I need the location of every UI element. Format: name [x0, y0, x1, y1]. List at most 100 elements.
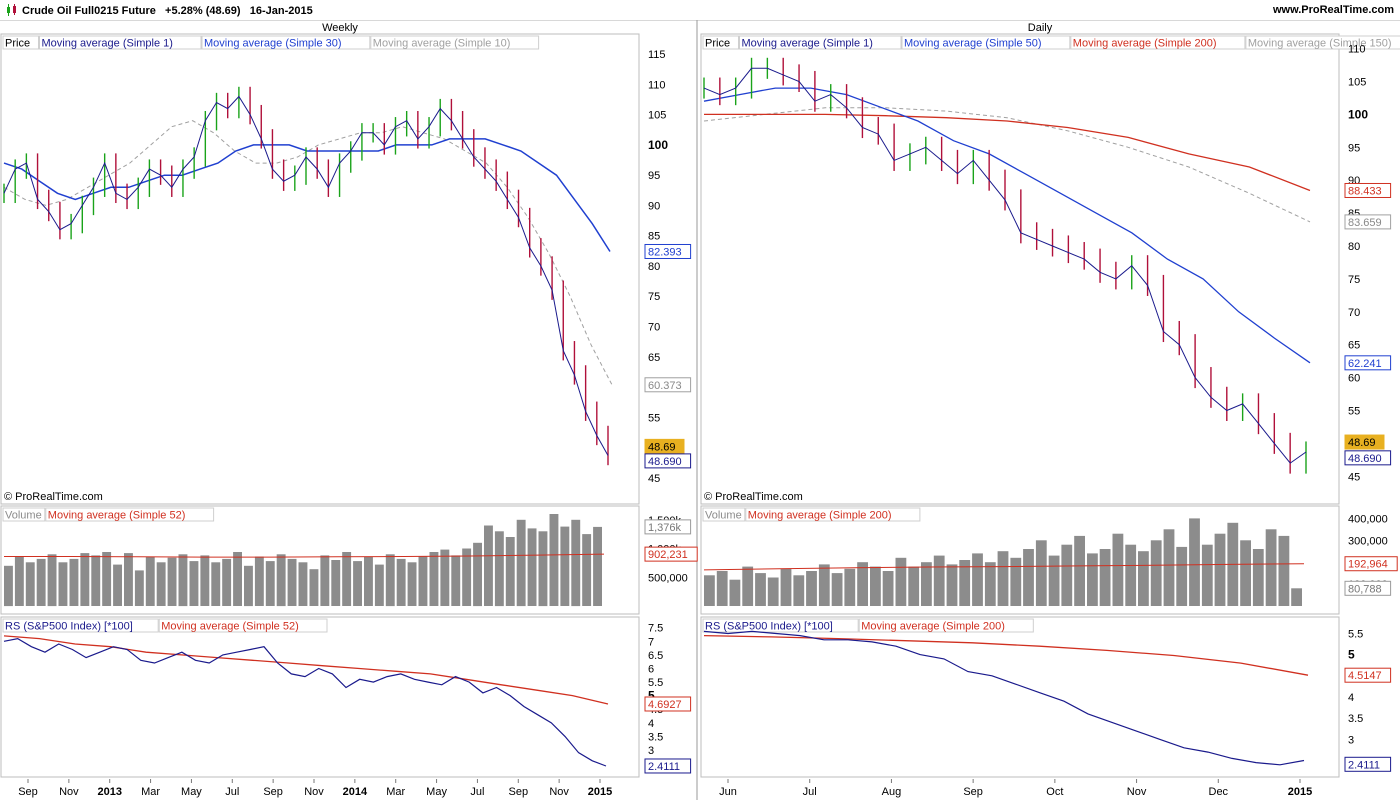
y-tick-label: 45 [1348, 471, 1360, 483]
x-tick-label: Aug [882, 786, 902, 798]
volume-bar [244, 565, 253, 607]
volume-bar [716, 571, 728, 606]
volume-bar [527, 528, 537, 606]
ma1-value-tag: 48.690 [648, 456, 682, 468]
legend-box [2, 507, 46, 522]
volume-bar [870, 566, 881, 606]
volume-bar [1099, 549, 1111, 606]
pane-frame [700, 616, 1340, 778]
volume-bar [1074, 535, 1085, 606]
x-tick-label: Nov [304, 786, 324, 798]
legend-box [1070, 35, 1246, 50]
volume-bar [806, 571, 817, 606]
legend-item: RS (S&P500 Index) [*100] [705, 621, 833, 633]
pane-title-weekly: Weekly [322, 22, 358, 34]
legend-item: Price [705, 38, 730, 50]
pane-frame [0, 505, 640, 615]
volume-bar [364, 556, 373, 606]
volume-bar [25, 562, 35, 606]
y-tick-label: 100 [648, 138, 668, 152]
volume-bar [571, 519, 581, 607]
volume-bar [1214, 533, 1226, 606]
legend-box [39, 35, 202, 50]
legend-box [2, 35, 39, 50]
y-tick-label: 70 [648, 322, 660, 334]
volume-bar [908, 566, 920, 606]
volume-bar [320, 555, 330, 606]
y-tick-label: 400,000 [1348, 513, 1388, 525]
legend-box [1245, 35, 1400, 50]
volume-bar [331, 560, 341, 606]
y-tick-label: 45 [648, 473, 660, 485]
volume-value-tag-box [644, 519, 692, 535]
volume-bar [1176, 546, 1188, 606]
y-tick-label: 90 [648, 200, 660, 212]
x-tick-label: Mar [386, 786, 405, 798]
y-tick-label: 80 [1348, 241, 1360, 253]
legend-box [858, 618, 1034, 633]
price-value-tag-box [644, 438, 685, 454]
y-tick-label: 70 [1348, 307, 1360, 319]
volume-bar [47, 554, 57, 607]
legend-item: Moving average (Simple 52) [48, 510, 186, 522]
y-tick-label: 110 [1348, 44, 1366, 56]
rs-ma-line [3, 635, 609, 705]
volume-bar [80, 553, 90, 606]
x-tick-label: Nov [59, 786, 79, 798]
legend-item: Moving average (Simple 10) [373, 38, 511, 50]
ma150-value-tag-box [1344, 214, 1392, 230]
volume-bar [407, 562, 417, 606]
copyright-daily: © ProRealTime.com [704, 491, 803, 503]
x-tick-label: Mar [141, 786, 160, 798]
x-tick-label: Sep [18, 786, 38, 798]
legend-box [370, 35, 540, 50]
legend-item: Moving average (Simple 200) [748, 510, 892, 522]
volume-bar [102, 552, 112, 606]
volume-bar [451, 555, 461, 606]
y-tick-label: 75 [648, 291, 660, 303]
y-tick-label: 105 [648, 110, 666, 122]
ma30-value-tag-box [644, 243, 692, 259]
legend-box [901, 35, 1071, 50]
volume-bar [494, 531, 504, 607]
rs-line [3, 637, 607, 767]
ma30-value-tag: 82.393 [648, 246, 682, 258]
volume-bar [972, 553, 983, 606]
volume-ma-value-tag-box [644, 546, 698, 562]
volume-bar [933, 555, 945, 606]
y-tick-label: 3.5 [1348, 713, 1363, 725]
site-link[interactable]: www.ProRealTime.com [1272, 4, 1394, 16]
volume-bar [124, 553, 133, 606]
volume-bar [353, 561, 362, 606]
volume-bar [233, 552, 242, 606]
y-tick-label: 110 [648, 79, 666, 91]
symbol-name[interactable]: Crude Oil Full0215 Future [22, 5, 156, 17]
volume-bar [946, 564, 958, 606]
rs-value-tag-box [644, 758, 692, 774]
y-tick-label: 115 [648, 49, 666, 61]
volume-bar [287, 558, 297, 606]
legend-item: Moving average (Simple 52) [161, 621, 299, 633]
volume-bar [91, 555, 101, 606]
volume-bar [429, 552, 439, 606]
volume-ma-line [703, 563, 1305, 571]
pane-frame [0, 616, 640, 778]
symbol-date: 16-Jan-2015 [249, 5, 313, 17]
volume-bar [374, 564, 384, 606]
volume-bar [1265, 529, 1277, 606]
y-tick-label: 500,000 [648, 572, 688, 584]
legend-item: Moving average (Simple 200) [1073, 38, 1217, 50]
volume-bar [1240, 540, 1251, 606]
volume-bar [1201, 544, 1213, 606]
volume-bar [793, 575, 805, 606]
volume-bar [593, 526, 602, 606]
y-tick-label: 55 [648, 412, 660, 424]
y-tick-label: 100 [1348, 107, 1368, 121]
y-tick-label: 85 [648, 231, 660, 243]
y-tick-label: 5.5 [648, 677, 663, 689]
y-tick-label: 65 [1348, 340, 1360, 352]
volume-bar [1291, 588, 1302, 606]
y-tick-label: 60 [1348, 373, 1360, 385]
volume-bar [222, 558, 232, 606]
